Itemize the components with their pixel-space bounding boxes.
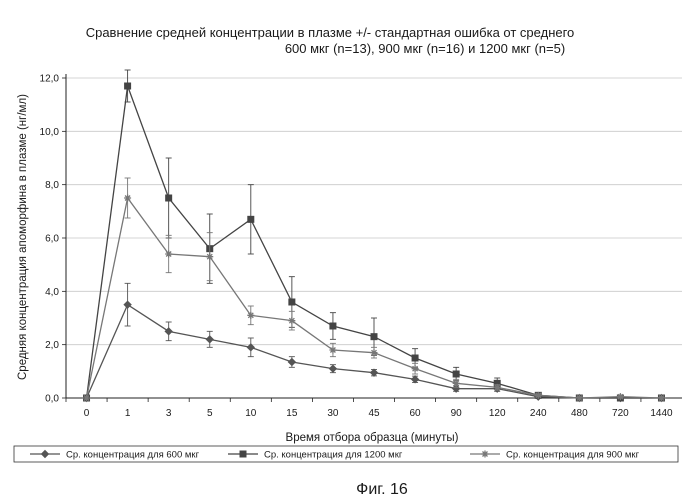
data-point bbox=[83, 395, 90, 402]
chart-title: Сравнение средней концентрации в плазме … bbox=[86, 25, 575, 56]
data-point bbox=[453, 380, 460, 387]
data-point bbox=[371, 349, 378, 356]
data-point bbox=[288, 317, 295, 324]
legend-items: Ср. концентрация для 600 мкг Ср. концентр… bbox=[30, 450, 640, 461]
data-point bbox=[371, 334, 377, 340]
legend-marker bbox=[482, 451, 489, 458]
y-axis-label: Средняя концентрация апоморфина в плазме… bbox=[17, 94, 29, 380]
legend-label: Ср. концентрация для 1200 мкг bbox=[264, 450, 403, 461]
data-point bbox=[329, 347, 336, 354]
y-tick-label: 0,0 bbox=[45, 394, 59, 405]
x-tick-label: 120 bbox=[489, 408, 506, 419]
figure-caption: Фиг. 16 bbox=[356, 481, 408, 498]
data-point bbox=[412, 355, 418, 361]
y-tick-label: 12,0 bbox=[40, 74, 60, 85]
data-point bbox=[371, 369, 378, 376]
data-series bbox=[83, 70, 665, 402]
y-tick-label: 4,0 bbox=[45, 287, 59, 298]
chart-title-line-2: 600 мкг (n=13), 900 мкг (n=16) и 1200 мк… bbox=[285, 41, 565, 56]
data-point bbox=[453, 371, 459, 377]
y-tick-label: 6,0 bbox=[45, 234, 59, 245]
x-tick-label: 1440 bbox=[650, 408, 673, 419]
legend-marker bbox=[240, 451, 246, 457]
x-tick-label: 15 bbox=[286, 408, 298, 419]
data-point bbox=[576, 395, 583, 402]
data-point bbox=[412, 365, 419, 372]
data-point bbox=[330, 323, 336, 329]
data-point bbox=[288, 359, 295, 366]
data-point bbox=[165, 328, 172, 335]
x-tick-label: 1 bbox=[125, 408, 131, 419]
x-tick-label: 720 bbox=[612, 408, 629, 419]
x-tick-label: 30 bbox=[327, 408, 339, 419]
data-point bbox=[412, 376, 419, 383]
data-point bbox=[125, 83, 131, 89]
data-point bbox=[617, 393, 624, 400]
data-point bbox=[658, 395, 665, 402]
y-tick-label: 10,0 bbox=[40, 127, 60, 138]
x-tick-label: 3 bbox=[166, 408, 172, 419]
data-point bbox=[206, 336, 213, 343]
series-star bbox=[83, 178, 665, 402]
data-point bbox=[166, 195, 172, 201]
y-tick-label: 2,0 bbox=[45, 340, 59, 351]
data-point bbox=[165, 251, 172, 258]
data-point bbox=[535, 392, 542, 399]
x-tick-label: 45 bbox=[368, 408, 380, 419]
data-point bbox=[124, 195, 131, 202]
x-tick-label: 0 bbox=[84, 408, 90, 419]
chart-title-line-1: Сравнение средней концентрации в плазме … bbox=[86, 25, 575, 40]
x-tick-label: 240 bbox=[530, 408, 547, 419]
data-point bbox=[206, 253, 213, 260]
data-point bbox=[124, 301, 131, 308]
y-axis-ticks: 0,0 2,0 4,0 6,0 8,0 10,0 12,0 bbox=[40, 74, 66, 405]
legend: Ср. концентрация для 600 мкг Ср. концентр… bbox=[14, 446, 678, 462]
x-tick-label: 10 bbox=[245, 408, 257, 419]
data-point bbox=[289, 299, 295, 305]
y-tick-label: 8,0 bbox=[45, 180, 59, 191]
data-point bbox=[247, 312, 254, 319]
x-tick-label: 90 bbox=[451, 408, 463, 419]
legend-label: Ср. концентрация для 900 мкг bbox=[506, 450, 640, 461]
x-tick-label: 480 bbox=[571, 408, 588, 419]
legend-label: Ср. концентрация для 600 мкг bbox=[66, 450, 200, 461]
data-point bbox=[329, 365, 336, 372]
data-point bbox=[248, 216, 254, 222]
x-tick-label: 5 bbox=[207, 408, 213, 419]
x-axis-label: Время отбора образца (минуты) bbox=[286, 432, 459, 444]
data-point bbox=[494, 384, 501, 391]
x-tick-label: 60 bbox=[410, 408, 422, 419]
series-line bbox=[87, 198, 662, 398]
